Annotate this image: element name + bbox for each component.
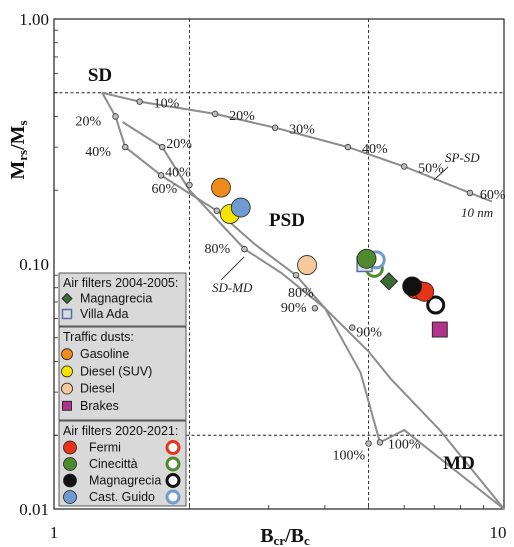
data-point: [63, 457, 77, 471]
x-tick-label: 10: [490, 523, 507, 542]
data-point: [356, 248, 377, 269]
percent-label: 90%: [281, 301, 307, 316]
curve-marker: [466, 189, 474, 197]
data-point: [165, 440, 181, 455]
data-point: [63, 440, 77, 455]
legend-item-label: Magnagrecia: [80, 292, 152, 306]
percent-label: 90%: [356, 326, 382, 341]
y-tick-label: 0.01: [19, 500, 49, 519]
curve-marker: [122, 143, 129, 151]
legend-group-title: Traffic dusts:: [63, 330, 134, 344]
curve-marker: [159, 143, 166, 151]
percent-label: 40%: [85, 145, 111, 160]
percent-label: 20%: [166, 137, 192, 152]
data-point: [63, 490, 77, 504]
curve-marker: [349, 324, 356, 331]
legend-box: [58, 326, 187, 421]
percent-label: 10%: [154, 97, 180, 112]
x-tick-label: 1: [50, 523, 59, 542]
data-point: [402, 276, 423, 297]
curve-marker: [271, 124, 279, 131]
data-point: [62, 400, 72, 411]
data-point: [165, 456, 181, 472]
region-label: PSD: [269, 210, 305, 231]
data-points: [211, 177, 448, 338]
data-point: [211, 177, 231, 198]
legend-item-label: Fermi: [89, 441, 121, 455]
percent-label: 80%: [288, 286, 314, 301]
percent-label: 100%: [388, 437, 421, 452]
curve-name-leader: [433, 166, 449, 181]
axis-ticks: 1 10 1.00 0.10 0.01: [19, 10, 506, 542]
curve-marker: [376, 439, 384, 446]
curve-marked-points: 10% 20% 30% 40% 50% 60% 20% 40% 40% 80% 100% 20% 60%…: [76, 97, 506, 464]
curve-marker: [292, 272, 300, 279]
data-point: [297, 255, 317, 275]
legend-item-label: Magnagrecia: [89, 474, 161, 488]
data-point: [426, 295, 446, 315]
percent-label: 40%: [165, 165, 191, 180]
reference-curves: [101, 91, 505, 510]
legend-item-label: Brakes: [80, 399, 119, 413]
percent-label: 60%: [151, 182, 177, 197]
legend-item-label: Diesel: [80, 382, 115, 396]
percent-label: 60%: [480, 188, 506, 203]
region-label: MD: [443, 453, 475, 474]
curve-marker: [211, 110, 219, 118]
curve-marker: [136, 98, 143, 105]
data-point: [165, 489, 181, 505]
data-point: [61, 348, 73, 361]
curve-marker: [241, 245, 248, 253]
percent-label: 100%: [333, 449, 366, 464]
curve-marker: [344, 143, 352, 151]
data-point: [431, 321, 448, 338]
legend-item-label: Villa Ada: [80, 307, 128, 321]
data-point: [165, 473, 181, 488]
legend-item-label: Cinecittà: [89, 457, 138, 471]
chart-labels: Bcr/Bc Mrs/Ms SD PSD MD SP-SD 10 nm SD-MD: [7, 65, 493, 547]
percent-label: 40%: [362, 142, 388, 157]
data-point: [230, 197, 251, 218]
legend-item-label: Cast. Guido: [89, 490, 155, 504]
curve-marker: [213, 207, 220, 214]
percent-label: 20%: [76, 114, 102, 129]
legend-box: [58, 420, 187, 507]
data-point: [61, 382, 73, 395]
reference-curve: [101, 92, 505, 510]
curve-name-label: SP-SD: [445, 150, 480, 165]
percent-label: 80%: [204, 242, 230, 257]
reference-curve: [101, 91, 493, 203]
curve-marker: [112, 113, 119, 120]
data-point: [61, 365, 73, 378]
legend-box: [58, 272, 187, 327]
y-tick-label: 0.10: [19, 255, 49, 274]
curve-marker: [157, 172, 165, 179]
x-axis-title: Bcr/Bc: [260, 525, 310, 547]
curve-marker: [365, 440, 372, 447]
data-point: [379, 272, 399, 291]
y-tick-label: 1.00: [19, 10, 49, 29]
legend-group-title: Air filters 2020-2021:: [63, 424, 178, 438]
percent-label: 30%: [289, 123, 315, 138]
data-point: [63, 473, 77, 488]
region-label: SD: [88, 65, 112, 86]
legend-group-title: Air filters 2004-2005:: [63, 276, 178, 290]
legend-item-label: Diesel (SUV): [80, 364, 152, 378]
data-point: [61, 308, 73, 320]
curve-marker: [400, 163, 408, 170]
data-point: [61, 292, 73, 305]
legend-item-label: Gasoline: [80, 347, 129, 361]
curve-marker: [311, 305, 319, 312]
percent-label: 20%: [229, 109, 255, 124]
reference-curve: [121, 121, 505, 510]
curve-name-leader: [220, 256, 245, 281]
percent-label: 50%: [418, 162, 444, 177]
curve-name-label: SD-MD: [212, 280, 253, 295]
curve-sublabel: 10 nm: [461, 205, 493, 220]
y-axis-title: Mrs/Ms: [7, 120, 30, 179]
curve-marker: [186, 181, 193, 189]
